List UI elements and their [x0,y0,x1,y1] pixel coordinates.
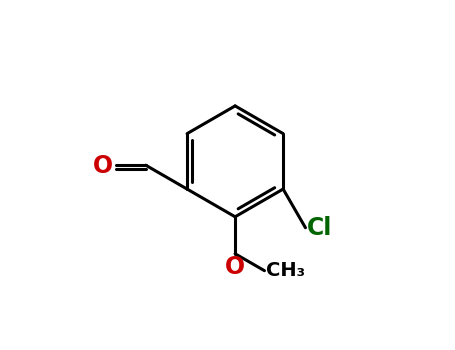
Text: Cl: Cl [307,216,332,240]
Text: O: O [93,154,113,178]
Text: O: O [225,255,245,279]
Text: CH₃: CH₃ [266,261,305,280]
